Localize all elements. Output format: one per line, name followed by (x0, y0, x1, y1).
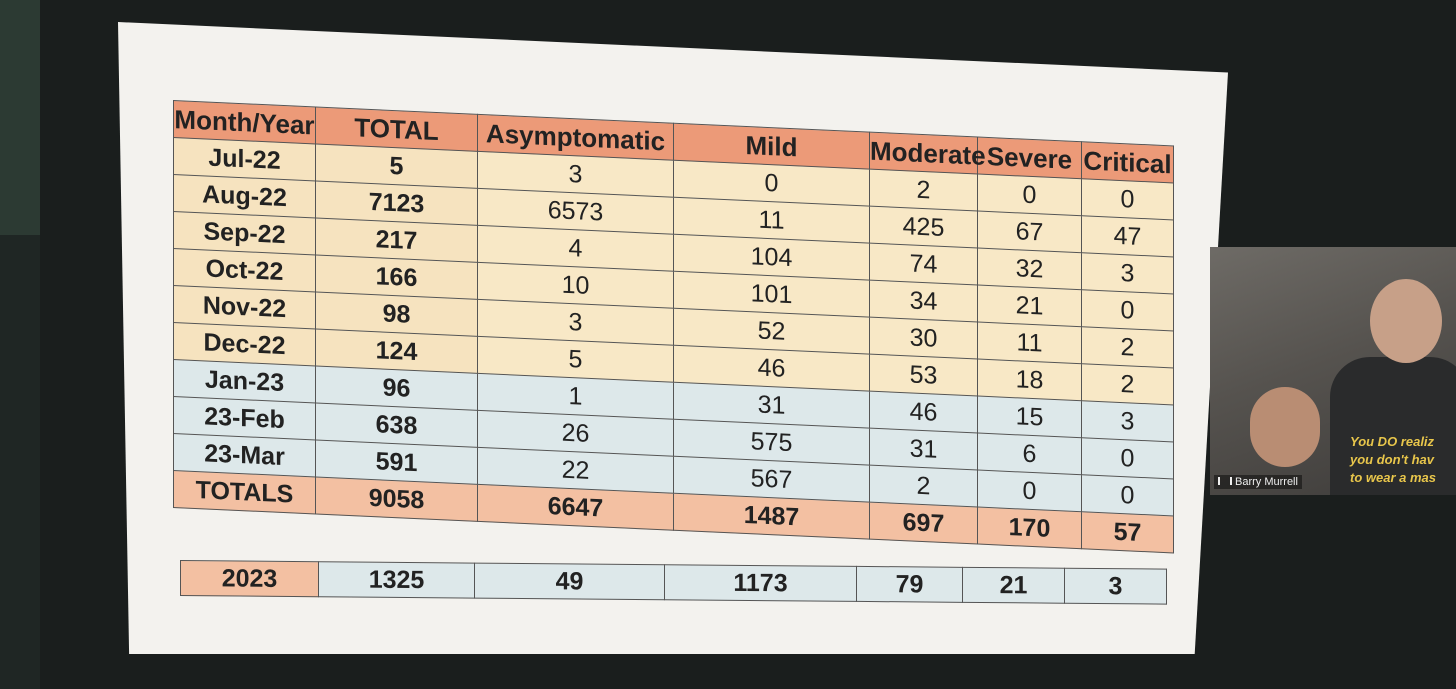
cell-severe: 0 (977, 470, 1082, 512)
header-severe: Severe (977, 137, 1082, 179)
header-moderate: Moderate (869, 132, 986, 175)
participant-hand (1250, 387, 1320, 467)
cell-moderate: 46 (869, 391, 978, 434)
cell-severe: 18 (977, 359, 1082, 401)
cell-critical: 2 (1081, 363, 1174, 405)
year-critical: 3 (1064, 568, 1167, 605)
cell-severe: 32 (977, 248, 1082, 290)
shirt-line: You DO realiz (1350, 434, 1435, 449)
year-moderate: 79 (856, 566, 963, 603)
cell-month: Jan-23 (173, 359, 316, 403)
totals-month: TOTALS (173, 470, 316, 514)
participant-video-tile[interactable]: You DO realiz you don't hav to wear a ma… (1210, 247, 1456, 495)
cell-critical: 0 (1081, 178, 1174, 220)
totals-severe: 170 (977, 507, 1082, 549)
cell-month: Aug-22 (173, 174, 316, 218)
cell-critical: 0 (1081, 289, 1174, 331)
participant-head (1370, 279, 1442, 363)
cell-moderate: 2 (869, 169, 978, 212)
cell-month: Jul-22 (173, 137, 316, 181)
background-glow (0, 0, 40, 235)
participant-body (1330, 357, 1456, 495)
cell-severe: 67 (977, 211, 1082, 253)
cell-moderate: 31 (869, 428, 978, 471)
cell-critical: 47 (1081, 215, 1174, 257)
cell-moderate: 2 (869, 465, 978, 508)
cell-moderate: 74 (869, 243, 978, 286)
shirt-line: you don't hav (1350, 452, 1434, 467)
cell-month: Sep-22 (173, 211, 316, 255)
cell-month: 23-Mar (173, 433, 316, 477)
shirt-line: to wear a mas (1350, 470, 1436, 485)
cell-severe: 15 (977, 396, 1082, 438)
cell-critical: 3 (1081, 400, 1174, 442)
cell-severe: 21 (977, 285, 1082, 327)
header-month-year: Month/Year (173, 100, 316, 144)
cell-severe: 6 (977, 433, 1082, 475)
year-mild: 1173 (664, 564, 857, 602)
cell-severe: 0 (977, 174, 1082, 216)
cell-moderate: 34 (869, 280, 978, 323)
cell-moderate: 425 (869, 206, 978, 249)
participant-name-label: Barry Murrell (1214, 475, 1302, 489)
year-total: 1325 (318, 561, 475, 599)
cell-month: 23-Feb (173, 396, 316, 440)
cell-critical: 3 (1081, 252, 1174, 294)
year-asymptomatic: 49 (474, 563, 665, 600)
cell-critical: 0 (1081, 437, 1174, 479)
cell-severe: 11 (977, 322, 1082, 364)
case-severity-table: Month/Year TOTAL Asymptomatic Mild Moder… (173, 100, 1195, 554)
cell-critical: 2 (1081, 326, 1174, 368)
header-critical: Critical (1081, 141, 1174, 183)
cell-month: Oct-22 (173, 248, 316, 292)
cell-month: Dec-22 (173, 322, 316, 366)
signal-strength-icon (1218, 477, 1232, 485)
totals-total: 9058 (315, 476, 478, 522)
cell-critical: 0 (1081, 474, 1174, 516)
year-label: 2023 (180, 560, 319, 597)
cell-moderate: 53 (869, 354, 978, 397)
year-severe: 21 (962, 567, 1065, 604)
participant-name: Barry Murrell (1235, 476, 1298, 488)
totals-critical: 57 (1081, 511, 1174, 553)
totals-moderate: 697 (869, 502, 978, 545)
cell-month: Nov-22 (173, 285, 316, 329)
cell-moderate: 30 (869, 317, 978, 360)
shirt-text: You DO realiz you don't hav to wear a ma… (1350, 433, 1436, 487)
